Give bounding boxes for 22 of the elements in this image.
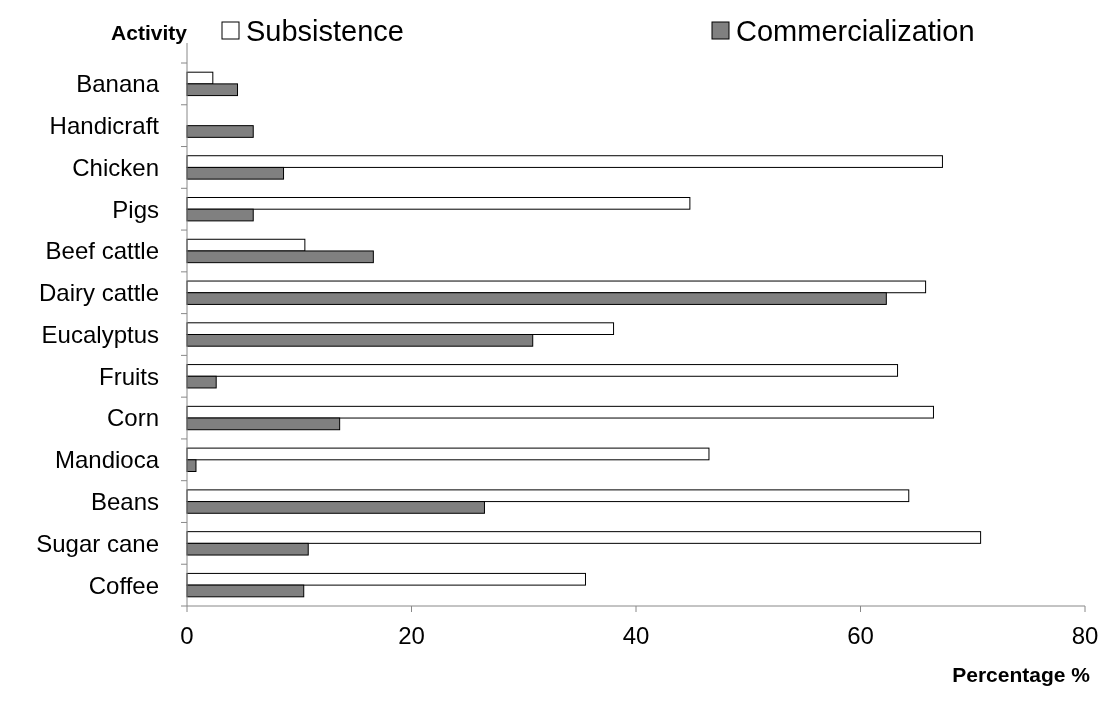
y-tick-label: Banana	[76, 70, 160, 98]
x-axis-title: Percentage %	[952, 663, 1091, 686]
x-tick-label: 80	[1071, 622, 1099, 649]
y-axis-title: Activity	[111, 21, 188, 44]
y-tick-label: Sugar cane	[36, 529, 159, 557]
y-tick-label: Handicraft	[49, 112, 160, 140]
x-tick-label: 20	[398, 622, 425, 649]
y-tick-label: Corn	[106, 404, 159, 432]
legend-label: Subsistence	[246, 15, 404, 48]
y-tick-label: Mandioca	[54, 446, 160, 474]
y-tick-label: Dairy cattle	[38, 279, 159, 307]
y-tick-label: Pigs	[112, 195, 159, 223]
legend-label: Commercialization	[736, 15, 975, 48]
y-tick-label: Eucalyptus	[41, 320, 159, 348]
x-tick-label: 40	[622, 622, 650, 649]
y-tick-label: Beef cattle	[45, 237, 159, 265]
x-tick-label: 60	[847, 622, 874, 649]
y-tick-label: Coffee	[88, 571, 159, 599]
x-tick-label: 0	[180, 622, 194, 649]
y-tick-label: Beans	[90, 487, 159, 515]
y-tick-label: Fruits	[99, 362, 159, 390]
y-tick-label: Chicken	[72, 153, 159, 181]
